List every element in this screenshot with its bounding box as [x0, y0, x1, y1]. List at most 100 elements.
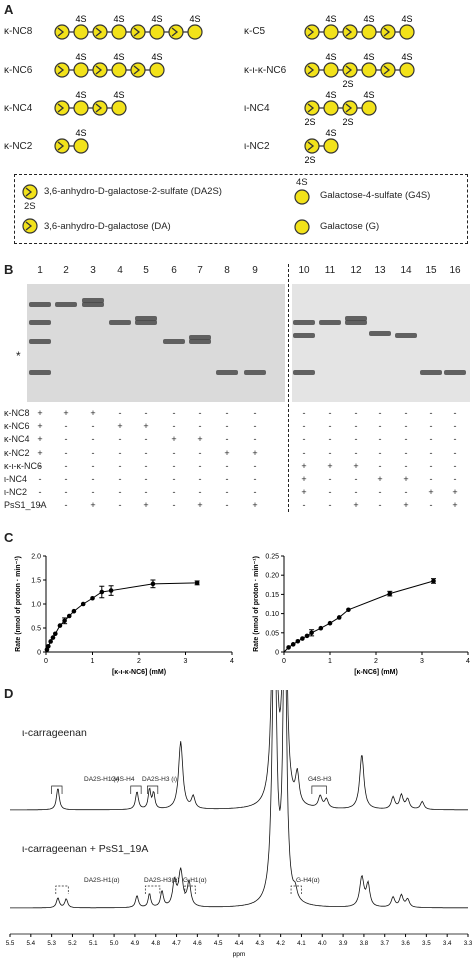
sample-sign: -: [118, 447, 122, 458]
chart-k-nc6-data-point: [336, 615, 342, 620]
sample-sign: -: [198, 408, 202, 418]
sample-sign: -: [172, 447, 176, 458]
sample-sign: -: [64, 434, 68, 445]
bracket-top-g4s-h4: [130, 785, 142, 794]
sample-sign: +: [301, 487, 307, 498]
k-i-k-nc6-4s-2: 4S: [401, 52, 412, 62]
sample-sign: -: [253, 474, 257, 484]
sample-sign: -: [253, 460, 257, 471]
sample-sign: -: [172, 474, 176, 484]
i-nc2-4s-0: 4S: [325, 128, 336, 138]
k-nc8-da-6-chevron: [171, 27, 179, 37]
sample-sign: +: [37, 408, 43, 418]
sample-sign: -: [429, 474, 433, 484]
gel-band: [216, 370, 238, 375]
chart-k-nc6-x-tick-label: 1: [328, 658, 332, 665]
chart-k-i-k-data-point: [48, 639, 53, 644]
chart-k-nc6-y-tick-label: 0.10: [265, 611, 279, 618]
sample-sign: -: [144, 487, 148, 498]
sample-sign: -: [172, 500, 176, 511]
panel-c-letter: C: [4, 530, 14, 545]
label-k-i-k-nc6: κ-ι-κ-NC6: [244, 65, 287, 76]
sample-row-label: ι-NC4: [4, 474, 28, 484]
sample-sign: -: [64, 500, 68, 511]
sample-sign: -: [91, 460, 95, 471]
sample-sign: -: [429, 421, 433, 432]
chart-k-nc6-data-point: [387, 591, 393, 596]
sample-sign: -: [172, 421, 176, 432]
k-nc8-4s-2: 4S: [151, 14, 162, 24]
lane-number: 3: [90, 265, 96, 276]
k-nc4-g-3: [111, 100, 127, 116]
panel-d-letter: D: [4, 686, 14, 701]
sample-sign: +: [197, 434, 203, 445]
gel-band: [189, 339, 211, 344]
sample-sign: +: [353, 460, 359, 471]
k-c5-da-4-chevron: [383, 27, 391, 37]
k-nc8-da-4-chevron: [133, 27, 141, 37]
k-c5-4s-0: 4S: [325, 14, 336, 24]
chart-k-i-k-x-tick-label: 2: [137, 658, 141, 665]
k-i-k-nc6-g-1: [323, 62, 339, 78]
i-nc4-g-3: [361, 100, 377, 116]
sample-sign: +: [353, 500, 359, 511]
ppm-tick-label: 5.5: [6, 940, 15, 947]
k-nc8-g-1: [73, 24, 89, 40]
spectrum-top-label: ι-carrageenan: [22, 727, 87, 739]
chart-k-i-k-y-tick-label: 1.0: [31, 602, 41, 609]
sample-sign: -: [378, 487, 382, 498]
gel-band: [189, 335, 211, 340]
sample-sign: -: [378, 460, 382, 471]
sample-sign: -: [453, 447, 457, 458]
sample-sign: -: [144, 474, 148, 484]
sample-sign: -: [118, 434, 122, 445]
sample-sign: +: [403, 500, 409, 511]
k-i-k-nc6-4s-1: 4S: [363, 52, 374, 62]
k-i-k-nc6-4s-0: 4S: [325, 52, 336, 62]
sample-sign: -: [404, 460, 408, 471]
k-c5-4s-1: 4S: [363, 14, 374, 24]
sample-sign: -: [91, 447, 95, 458]
sample-sign: -: [38, 487, 42, 498]
peak-bot-da2s-h3: DA2S-H3(α): [144, 877, 180, 884]
sample-sign: -: [453, 460, 457, 471]
gel-band: [55, 302, 77, 307]
sample-row-label: κ-ι-κ-NC6: [4, 460, 42, 471]
legend-g4s: Galactose-4-sulfate (G4S): [320, 190, 431, 201]
ppm-tick-label: 5.0: [110, 940, 119, 947]
k-c5-da-0-chevron: [307, 27, 315, 37]
sample-sign: -: [328, 500, 332, 511]
lane-number: 15: [425, 265, 437, 276]
sample-sign: -: [225, 421, 229, 432]
chart-k-nc6-data-point: [295, 638, 301, 644]
legend-g4s-symbol: [294, 189, 310, 205]
sample-sign: +: [452, 487, 458, 498]
sample-sign: -: [118, 500, 122, 511]
sample-sign: -: [453, 474, 457, 484]
k-c5-g-5: [399, 24, 415, 40]
sample-sign: -: [404, 421, 408, 432]
sample-sign: -: [118, 408, 122, 418]
panel-a-structures: 4S 4S 4S 4S 4S 4S 4S 4S 4S 4S 4S 4S 4S 4S 2S 4S 4S 2S 4S 2S…: [22, 14, 415, 235]
chart-k-i-k-x-tick-label: 3: [184, 658, 188, 665]
sample-sign: -: [38, 460, 42, 471]
chart-k-nc6-x-tick-label: 0: [282, 658, 286, 665]
ppm-tick-label: 5.2: [68, 940, 77, 947]
k-nc4-da-0-chevron: [57, 103, 65, 113]
k-nc6-4s-2: 4S: [151, 52, 162, 62]
spectrum-bottom-trace: [10, 690, 468, 909]
sample-sign: +: [90, 408, 96, 418]
sample-sign: -: [453, 421, 457, 432]
lane-number: 1: [37, 265, 43, 276]
gel-band: [345, 320, 367, 325]
sample-sign: -: [354, 434, 358, 445]
k-nc8-4s-0: 4S: [75, 14, 86, 24]
sample-sign: +: [171, 434, 177, 445]
ppm-tick-label: 4.3: [256, 940, 265, 947]
k-nc6-g-3: [111, 62, 127, 78]
chart-k-i-k-data-point: [53, 631, 58, 637]
chart-k-i-k-data-point: [99, 589, 105, 595]
k-nc8-da-2-chevron: [95, 27, 103, 37]
gel-band: [109, 320, 131, 325]
k-nc6-da-2-chevron: [95, 65, 103, 75]
